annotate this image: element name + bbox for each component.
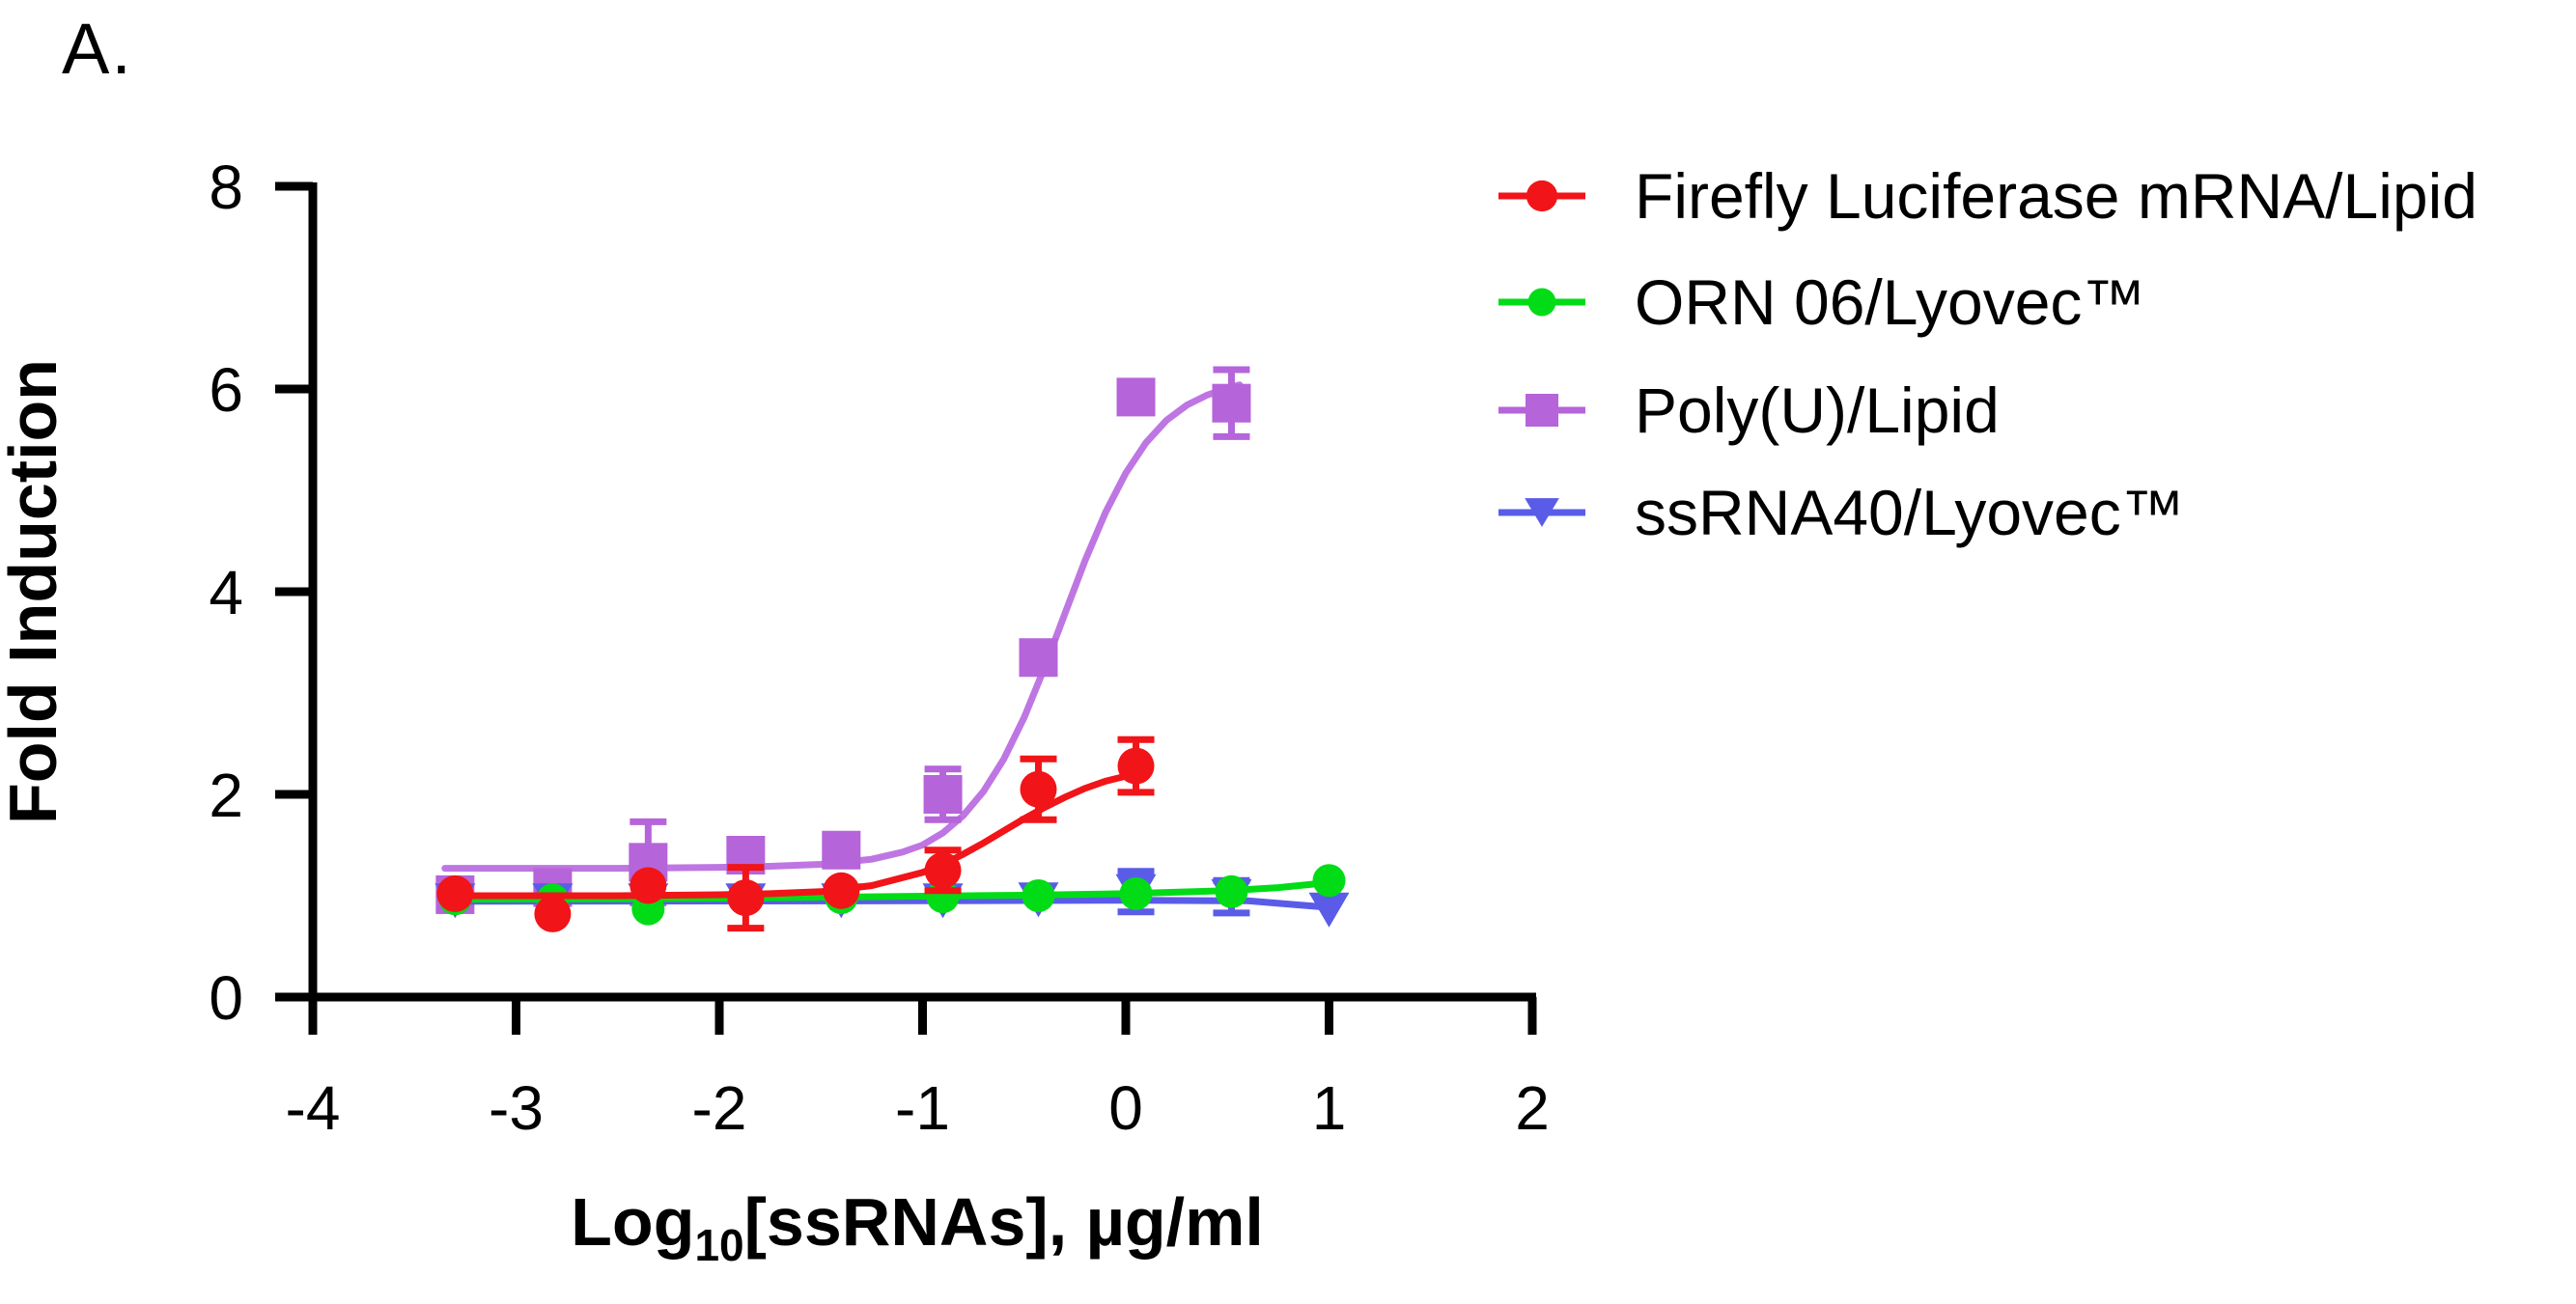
legend-label: ORN 06/Lyovec™	[1635, 266, 2145, 338]
data-point-firefly	[630, 867, 667, 904]
legend-label: Poly(U)/Lipid	[1635, 375, 2000, 446]
y-tick-label: 8	[209, 153, 243, 222]
data-point-polyu	[822, 830, 861, 870]
x-tick-label: -1	[895, 1073, 950, 1143]
y-axis-title: Fold Induction	[0, 359, 70, 824]
data-point-firefly	[823, 872, 860, 909]
axes: 0 2 4 6 8 -4 -3 -2 -1 0 1 2	[209, 153, 1549, 1143]
x-tick-label: -2	[692, 1073, 747, 1143]
data-point-orn06	[1215, 874, 1248, 908]
x-tick-label: -3	[489, 1073, 544, 1143]
plot-series	[434, 366, 1350, 932]
legend-item-orn06: ORN 06/Lyovec™	[1498, 266, 2145, 338]
data-point-orn06	[1312, 864, 1346, 898]
legend-label: Firefly Luciferase mRNA/Lipid	[1635, 160, 2478, 232]
y-tick-label: 0	[209, 963, 243, 1033]
data-point-firefly	[924, 851, 962, 889]
x-tick-label: -4	[286, 1073, 341, 1143]
panel-label: A.	[62, 9, 133, 89]
series-polyu	[435, 366, 1251, 914]
legend-item-firefly: Firefly Luciferase mRNA/Lipid	[1498, 160, 2478, 232]
data-point-firefly	[1020, 770, 1057, 808]
data-point-firefly	[436, 874, 474, 912]
x-tick-label: 2	[1515, 1073, 1550, 1143]
legend-marker-circle-icon	[1526, 180, 1558, 212]
data-point-polyu	[1116, 377, 1156, 417]
series-firefly	[436, 735, 1155, 932]
data-point-ssrna40	[1308, 892, 1350, 928]
legend-marker-triangle-down-icon	[1525, 498, 1559, 527]
data-point-orn06	[1119, 876, 1153, 910]
legend-item-ssrna40: ssRNA40/Lyovec™	[1498, 477, 2185, 548]
data-point-polyu	[1212, 383, 1251, 423]
y-tick-label: 2	[209, 761, 243, 830]
x-tick-label: 1	[1312, 1073, 1347, 1143]
legend-marker-square-icon	[1526, 394, 1558, 427]
data-point-firefly	[1117, 747, 1155, 785]
x-tick-label: 0	[1108, 1073, 1143, 1143]
series-polyu-curve	[441, 381, 1244, 873]
legend-marker-circle-icon	[1527, 288, 1556, 317]
data-point-orn06	[1022, 879, 1055, 912]
data-point-firefly	[727, 879, 765, 917]
x-axis-title: Log10[ssRNAs], µg/ml	[571, 1184, 1264, 1270]
legend-label: ssRNA40/Lyovec™	[1635, 477, 2185, 548]
legend-item-polyu: Poly(U)/Lipid	[1498, 375, 2000, 446]
y-tick-label: 6	[209, 355, 243, 425]
data-point-polyu	[923, 775, 963, 814]
legend: Firefly Luciferase mRNA/Lipid ORN 06/Lyov…	[1498, 160, 2478, 548]
data-point-polyu	[1019, 638, 1058, 678]
data-point-firefly	[534, 895, 572, 932]
y-tick-label: 4	[209, 558, 243, 627]
